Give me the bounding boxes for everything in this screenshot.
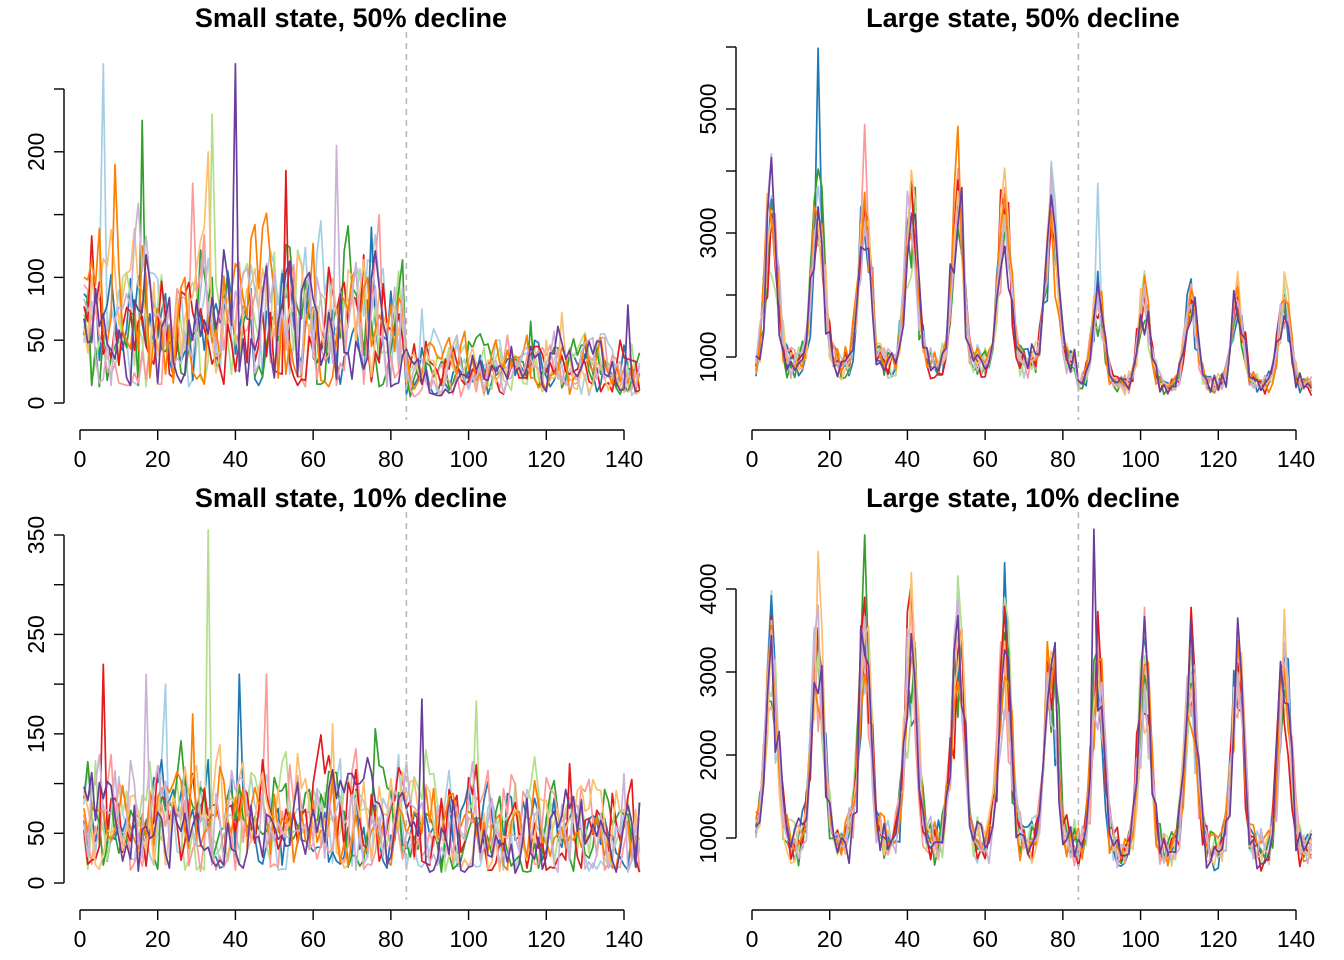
y-tick-label: 5000 [695,83,721,134]
x-tick-label: 80 [1050,926,1076,952]
x-tick-label: 120 [527,926,565,952]
y-tick-label: 3000 [695,207,721,258]
y-tick-label: 3000 [695,646,721,697]
x-tick-label: 100 [449,446,487,472]
panel-large-state-10pct: Large state, 10% decline 0 20 40 60 80 100 120… [695,483,1315,952]
x-tick-label: 140 [1277,446,1315,472]
series-line-10 [755,528,1313,870]
x-tick-label: 0 [746,926,759,952]
y-tick-label: 350 [23,516,49,554]
series-line-2 [755,47,1313,394]
x-tick-label: 40 [223,926,249,952]
panel-title: Large state, 50% decline [866,3,1180,33]
x-tick-label: 100 [449,926,487,952]
series-line-5 [755,594,1313,867]
x-tick-label: 140 [1277,926,1315,952]
panel-small-state-50pct: Small state, 50% decline 0 20 40 60 80 100 120… [23,3,643,472]
x-tick-label: 120 [527,446,565,472]
y-tick-label: 150 [23,715,49,753]
x-tick-label: 100 [1121,446,1159,472]
y-tick-label: 0 [23,877,49,890]
x-tick-label: 0 [74,446,87,472]
panel-title: Large state, 10% decline [866,483,1180,513]
y-tick-label: 100 [23,258,49,296]
series-line-9 [83,144,641,394]
x-tick-label: 40 [223,446,249,472]
x-tick-label: 20 [145,926,171,952]
x-tick-label: 40 [895,446,921,472]
y-tick-label: 4000 [695,563,721,614]
x-tick-label: 0 [746,446,759,472]
series-line-10 [83,698,641,874]
y-tick-label: 1000 [695,331,721,382]
x-tick-label: 20 [817,446,843,472]
series-line-7 [83,723,641,872]
series-line-10 [83,63,640,397]
y-tick-label: 0 [23,397,49,410]
x-tick-label: 120 [1199,446,1237,472]
x-tick-label: 20 [817,926,843,952]
series-line-9 [755,153,1312,392]
y-tick-label: 1000 [695,812,721,863]
series-line-2 [755,561,1313,872]
x-tick-label: 140 [605,926,643,952]
x-tick-label: 60 [300,926,326,952]
x-tick-label: 40 [895,926,921,952]
x-tick-label: 80 [1050,446,1076,472]
x-tick-label: 80 [378,446,404,472]
y-tick-label: 250 [23,615,49,653]
x-tick-label: 80 [378,926,404,952]
panel-title: Small state, 10% decline [195,483,507,513]
panel-title: Small state, 50% decline [195,3,507,33]
x-tick-label: 0 [74,926,87,952]
x-tick-label: 60 [972,926,998,952]
x-tick-label: 120 [1199,926,1237,952]
x-tick-label: 100 [1121,926,1159,952]
y-tick-label: 2000 [695,729,721,780]
x-tick-label: 60 [300,446,326,472]
x-tick-label: 140 [605,446,643,472]
x-tick-label: 20 [145,446,171,472]
y-tick-label: 50 [23,820,49,846]
series-line-6 [83,169,641,396]
panel-small-state-10pct: Small state, 10% decline 0 20 40 60 80 100 120… [23,483,643,952]
series-line-7 [83,150,640,397]
y-tick-label: 50 [23,327,49,353]
y-tick-label: 200 [23,133,49,171]
series-line-10 [755,156,1313,394]
x-tick-label: 60 [972,446,998,472]
panel-large-state-50pct: Large state, 50% decline 0 20 40 60 80 100 120… [695,3,1315,472]
